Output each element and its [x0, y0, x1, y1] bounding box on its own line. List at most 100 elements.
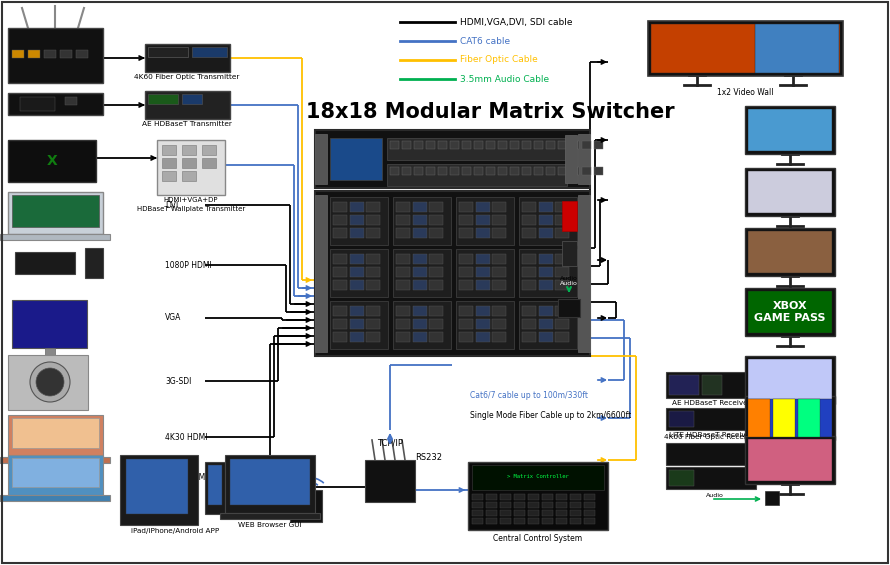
Bar	[462, 141, 471, 149]
Bar	[459, 267, 473, 277]
Bar	[366, 319, 380, 329]
Bar	[8, 415, 103, 457]
Bar	[542, 494, 553, 500]
Bar	[476, 228, 490, 238]
Bar	[755, 24, 839, 73]
Bar	[8, 455, 103, 495]
Bar	[666, 467, 756, 489]
Text: RS232: RS232	[415, 454, 442, 463]
Bar	[365, 460, 415, 502]
Bar	[333, 202, 347, 212]
Bar	[476, 306, 490, 316]
Bar	[546, 141, 555, 149]
Bar	[65, 97, 77, 105]
Bar	[500, 494, 511, 500]
Text: Cat6/7 cable up to 100m/330ft: Cat6/7 cable up to 100m/330ft	[470, 390, 588, 399]
Bar	[333, 254, 347, 264]
Bar	[0, 495, 110, 501]
Bar	[393, 197, 451, 245]
Bar	[429, 319, 443, 329]
Circle shape	[36, 368, 64, 396]
Bar	[413, 215, 427, 225]
Bar	[330, 249, 388, 297]
Bar	[429, 332, 443, 342]
Bar	[498, 167, 507, 175]
Bar	[570, 510, 581, 516]
Bar	[459, 306, 473, 316]
Bar	[570, 494, 581, 500]
Bar	[350, 306, 364, 316]
Bar	[556, 494, 567, 500]
Bar	[182, 171, 196, 181]
Bar	[413, 202, 427, 212]
Bar	[413, 319, 427, 329]
Bar	[555, 254, 569, 264]
Bar	[514, 510, 525, 516]
Text: HDMI+VGA+DP: HDMI+VGA+DP	[164, 197, 218, 203]
Bar	[396, 280, 410, 290]
Text: Audio: Audio	[706, 410, 724, 415]
Bar	[8, 28, 103, 83]
Bar	[522, 306, 536, 316]
Bar	[145, 44, 230, 72]
Bar	[556, 510, 567, 516]
Bar	[387, 164, 567, 186]
Bar	[558, 167, 567, 175]
Bar	[555, 228, 569, 238]
Bar	[333, 332, 347, 342]
Bar	[438, 141, 447, 149]
Text: Audio: Audio	[706, 493, 724, 498]
Bar	[366, 280, 380, 290]
Bar	[162, 158, 176, 168]
Bar	[12, 195, 99, 227]
Bar	[584, 494, 595, 500]
Bar	[396, 319, 410, 329]
Bar	[514, 518, 525, 524]
Bar	[315, 191, 590, 356]
Text: HDMI,VGA,DVI, SDI cable: HDMI,VGA,DVI, SDI cable	[460, 18, 572, 27]
Bar	[366, 332, 380, 342]
Bar	[492, 319, 506, 329]
Bar	[555, 202, 569, 212]
Bar	[456, 197, 514, 245]
Bar	[476, 280, 490, 290]
Bar	[429, 306, 443, 316]
Bar	[476, 215, 490, 225]
Bar	[745, 356, 835, 404]
Bar	[476, 319, 490, 329]
Bar	[315, 195, 327, 352]
Bar	[570, 141, 579, 149]
Text: Central Control System: Central Control System	[493, 534, 583, 543]
Bar	[539, 228, 553, 238]
Bar	[450, 141, 459, 149]
Text: 1080P HDMI: 1080P HDMI	[165, 260, 212, 270]
Bar	[413, 254, 427, 264]
Bar	[0, 234, 110, 240]
Bar	[528, 510, 539, 516]
Bar	[492, 228, 506, 238]
Bar	[366, 215, 380, 225]
Text: 4K60 Fiber Optic Receiver: 4K60 Fiber Optic Receiver	[664, 434, 757, 440]
Bar	[426, 167, 435, 175]
Bar	[366, 202, 380, 212]
Bar	[486, 502, 497, 508]
Bar	[8, 192, 103, 234]
Bar	[522, 267, 536, 277]
Text: 4K30 HDMI: 4K30 HDMI	[165, 432, 207, 441]
Bar	[542, 518, 553, 524]
Bar	[12, 300, 87, 348]
Bar	[459, 332, 473, 342]
Text: AE HDBaseT Transmitter: AE HDBaseT Transmitter	[142, 121, 232, 127]
Bar	[669, 411, 694, 427]
Bar	[450, 167, 459, 175]
Bar	[393, 301, 451, 349]
Bar	[20, 97, 55, 111]
Bar	[157, 140, 225, 195]
Bar	[798, 399, 820, 437]
Bar	[413, 228, 427, 238]
Bar	[350, 332, 364, 342]
Text: 4K60 Fiber Optic Transmitter: 4K60 Fiber Optic Transmitter	[134, 74, 239, 80]
Bar	[542, 510, 553, 516]
Bar	[539, 332, 553, 342]
Bar	[472, 518, 483, 524]
